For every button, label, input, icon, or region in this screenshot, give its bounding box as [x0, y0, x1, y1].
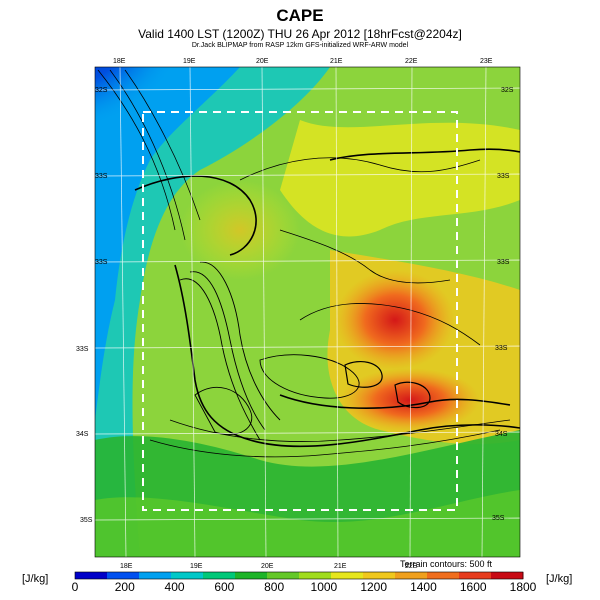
- colorbar-swatch: [299, 572, 332, 579]
- field-warm-inland: [180, 180, 300, 280]
- graticule: [95, 67, 520, 557]
- valid-time-subtitle: Valid 1400 LST (1200Z) THU 26 Apr 2012 […: [138, 27, 462, 41]
- field-hotspot-north: [335, 270, 455, 370]
- lat-label-right: 33S: [495, 345, 508, 352]
- contour-line: [149, 429, 501, 458]
- grid-labels: 18E 19E 20E 21E 22E 23E 18E 19E 20E 21E …: [76, 58, 514, 570]
- inner-domain-box: [142, 111, 458, 511]
- lon-label-top: 18E: [113, 58, 126, 65]
- field-warm-north: [280, 120, 520, 237]
- colorbar-swatch: [203, 572, 236, 579]
- field-hotspot-south: [340, 368, 480, 432]
- lat-label-right: 35S: [492, 515, 505, 522]
- lon-label-bottom: 20E: [261, 563, 274, 570]
- colorbar-frame: [74, 571, 524, 580]
- meridian-19e: [189, 67, 196, 557]
- colorbar-tick-label: 0: [72, 580, 79, 594]
- lat-label-left: 34S: [76, 431, 89, 438]
- meridian-21e: [335, 67, 339, 557]
- lat-label-left: 32S: [95, 87, 108, 94]
- colorbar-swatch: [491, 572, 524, 579]
- meridian-18e: [119, 67, 127, 557]
- lon-label-bottom: 18E: [120, 563, 133, 570]
- colorbar-swatch: [459, 572, 492, 579]
- colorbar-tick-label: 1400: [410, 580, 437, 594]
- field-cool-west: [95, 67, 330, 557]
- colorbar-unit-left: [J/kg]: [22, 573, 49, 585]
- parallel-6: [95, 517, 520, 521]
- lat-label-left: 33S: [76, 346, 89, 353]
- contour-line: [239, 157, 481, 181]
- lon-label-top: 23E: [480, 58, 493, 65]
- parallel-2: [95, 173, 520, 177]
- lon-label-bottom: 19E: [190, 563, 203, 570]
- colorbar-swatch: [139, 572, 172, 579]
- colorbar-tick-label: 600: [214, 580, 234, 594]
- parallel-4: [95, 345, 520, 349]
- parallel-3: [95, 259, 520, 263]
- colorbar-swatch: [235, 572, 268, 579]
- lon-label-top: 21E: [330, 58, 343, 65]
- colorbar-tick-label: 1000: [311, 580, 338, 594]
- terrain-contour-note: Terrain contours: 500 ft: [400, 559, 493, 569]
- colorbar-swatch: [107, 572, 140, 579]
- colorbar-swatch: [75, 572, 108, 579]
- meridian-23e: [481, 67, 487, 557]
- contour-line: [189, 271, 266, 431]
- contour-line: [97, 69, 176, 231]
- colorbar-tick-label: 200: [115, 580, 135, 594]
- colorbar-tick-label: 1800: [510, 580, 537, 594]
- lon-label-top: 20E: [256, 58, 269, 65]
- colorbar-swatch: [171, 572, 204, 579]
- colorbar-swatch: [363, 572, 396, 579]
- contour-line: [299, 303, 481, 346]
- parallel-5: [95, 431, 520, 435]
- lon-label-top: 19E: [183, 58, 196, 65]
- lon-label-bottom: 22E: [405, 563, 418, 570]
- colorbar-tick-label: 1200: [360, 580, 387, 594]
- lat-label-right: 33S: [497, 173, 510, 180]
- field-cold-corner: [95, 67, 230, 185]
- map-frame: [94, 66, 521, 558]
- cape-field: [95, 67, 520, 557]
- model-description: Dr.Jack BLIPMAP from RASP 12km GFS-initi…: [191, 42, 409, 49]
- lon-label-bottom: 21E: [334, 563, 347, 570]
- lat-label-right: 34S: [495, 431, 508, 438]
- contour-line-thick: [279, 394, 511, 409]
- colorbar-swatch: [427, 572, 460, 579]
- contour-line: [344, 361, 383, 388]
- colorbar-swatch: [395, 572, 428, 579]
- meridian-22e: [409, 67, 413, 557]
- colorbar-swatch: [331, 572, 364, 579]
- lat-label-right: 33S: [497, 259, 510, 266]
- meridian-20e: [261, 67, 267, 557]
- map-title: CAPE: [276, 6, 324, 25]
- contour-line: [259, 354, 360, 399]
- parallel-1: [95, 87, 520, 91]
- field-green-southmost: [95, 490, 520, 557]
- contour-line: [124, 69, 201, 221]
- colorbar-tick-label: 400: [165, 580, 185, 594]
- contour-line: [179, 278, 261, 441]
- colorbar: 0 200 400 600 800 1000 1200 1400 1600 1800: [72, 571, 537, 594]
- lat-label-left: 33S: [95, 173, 108, 180]
- contour-line: [194, 386, 253, 435]
- colorbar-tick-label: 800: [264, 580, 284, 594]
- colorbar-swatch: [267, 572, 300, 579]
- colorbar-tick-label: 1600: [460, 580, 487, 594]
- contour-line: [109, 69, 186, 241]
- lat-label-left: 33S: [95, 259, 108, 266]
- colorbar-unit-right: [J/kg]: [546, 573, 573, 585]
- contour-line-thick: [134, 175, 257, 256]
- contour-line: [279, 229, 451, 284]
- lat-label-right: 32S: [501, 87, 514, 94]
- lat-label-left: 35S: [80, 517, 93, 524]
- lon-label-top: 22E: [405, 58, 418, 65]
